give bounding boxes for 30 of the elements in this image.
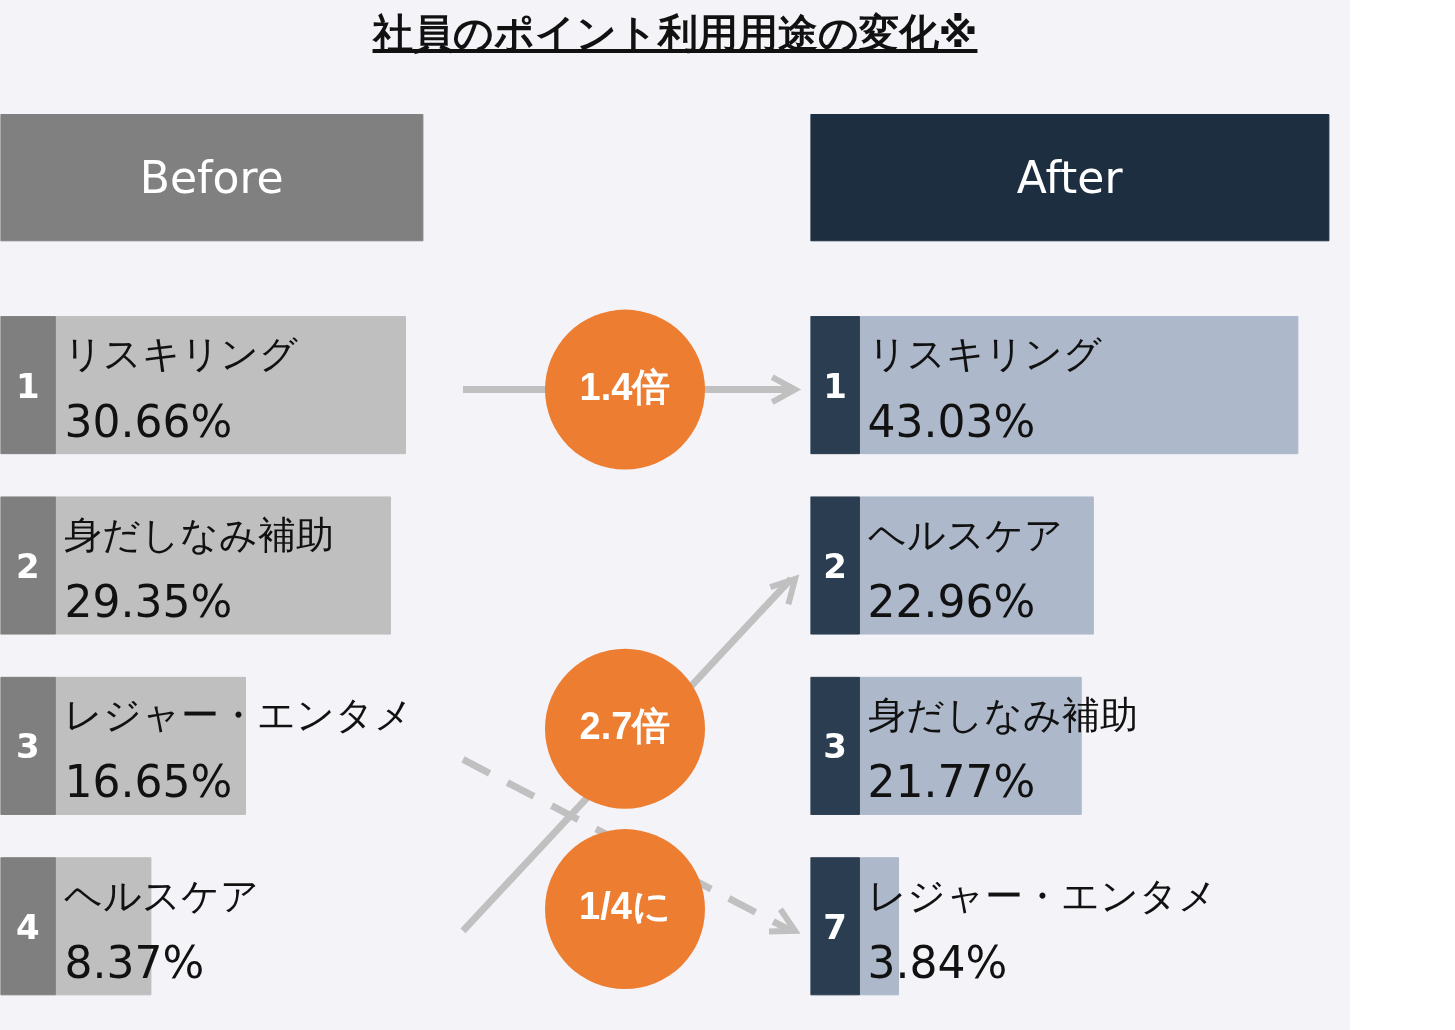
data-label: 21.77% — [867, 756, 1036, 808]
data-label: 16.65% — [64, 756, 233, 808]
text: 4 — [16, 906, 40, 947]
text: 2 — [16, 546, 40, 586]
data-label: 22.96% — [867, 576, 1036, 628]
category-label: リスキリング — [64, 332, 299, 377]
text: 1/4に — [579, 885, 671, 928]
text: 7 — [823, 906, 847, 947]
chart-title: After — [1016, 152, 1124, 204]
text: 2.7倍 — [579, 704, 671, 747]
data-label: 43.03% — [867, 395, 1036, 447]
text: 1.4倍 — [579, 365, 671, 408]
text: 社員のポイント利用用途の変化※ — [371, 9, 979, 58]
category-label: ヘルスケア — [867, 512, 1063, 557]
category-label: 身だしなみ補助 — [64, 512, 335, 557]
category-label: レジャー・エンタメ — [64, 693, 414, 738]
data-label: 30.66% — [64, 395, 233, 447]
data-label: 8.37% — [64, 936, 205, 988]
chart-title: Before — [139, 152, 284, 204]
text: 3 — [16, 726, 40, 767]
category-label: リスキリング — [867, 332, 1102, 377]
text: 2 — [823, 546, 847, 586]
text: 3 — [823, 726, 847, 767]
category-label: ヘルスケア — [64, 873, 260, 918]
text: 1 — [16, 365, 40, 406]
text: 1 — [823, 365, 847, 406]
category-label: 身だしなみ補助 — [867, 693, 1138, 738]
data-label: 3.84% — [867, 936, 1008, 988]
data-label: 29.35% — [64, 576, 233, 628]
category-label: レジャー・エンタメ — [867, 873, 1217, 918]
